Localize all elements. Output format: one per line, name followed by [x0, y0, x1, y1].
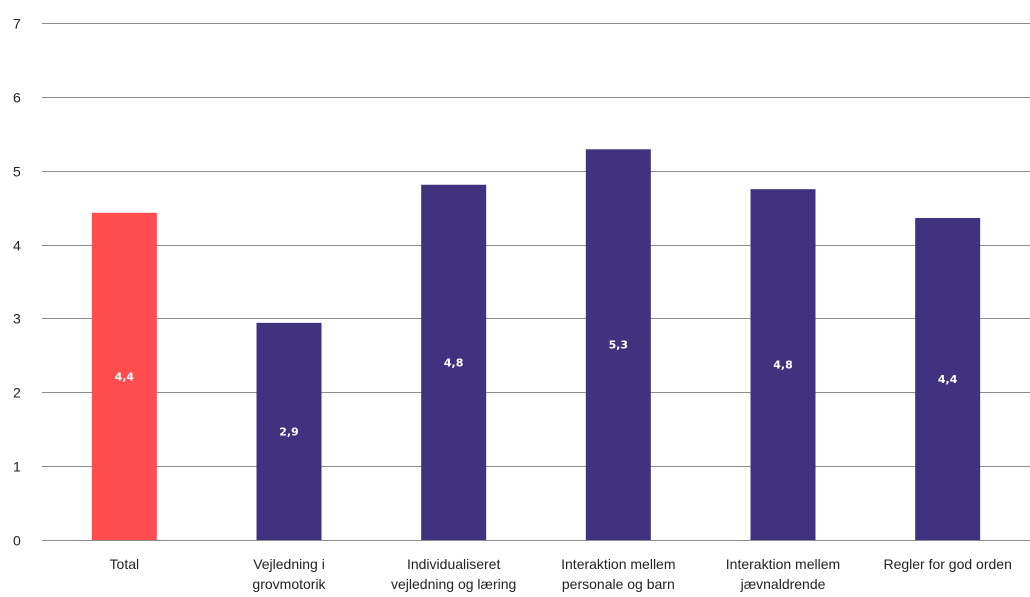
data-label: 4,8 — [444, 356, 464, 369]
x-category-label: Individualiseret vejledning og læring — [391, 556, 516, 592]
x-category-label-line: Regler for god orden — [883, 556, 1011, 572]
x-category-label-line: Interaktion mellem — [726, 556, 840, 572]
data-label: 4,4 — [115, 370, 135, 383]
y-tick-label: 5 — [13, 164, 21, 180]
bar — [585, 149, 651, 540]
bar — [750, 189, 816, 540]
x-category-label: Vejledning i grovmotorik — [252, 556, 326, 592]
data-label: 5,3 — [609, 339, 629, 352]
y-tick-label: 0 — [13, 533, 21, 549]
x-category-label-line: grovmotorik — [252, 576, 326, 592]
x-category-label-line: vejledning og læring — [391, 576, 516, 592]
gridlines — [42, 23, 1030, 541]
bars — [91, 149, 981, 541]
bar — [915, 217, 981, 541]
y-tick-label: 2 — [13, 385, 21, 401]
data-label: 2,9 — [279, 425, 299, 438]
x-category-label: Total — [110, 556, 140, 572]
data-labels: 4,4 2,9 4,8 5,3 4,8 4,4 — [115, 339, 958, 439]
data-label: 4,4 — [938, 373, 958, 386]
x-category-label: Interaktion mellem jævnaldrende — [726, 556, 840, 592]
data-label: 4,8 — [773, 359, 793, 372]
x-category-label-line: Interaktion mellem — [561, 556, 675, 572]
x-category-label-line: Vejledning i — [253, 556, 325, 572]
y-axis-tick-labels: 0 1 2 3 4 5 6 7 — [13, 16, 21, 549]
x-category-label: Interaktion mellem personale og barn — [561, 556, 675, 592]
bar — [91, 212, 157, 540]
y-tick-label: 3 — [13, 311, 21, 327]
y-tick-label: 7 — [13, 16, 21, 32]
y-tick-label: 6 — [13, 90, 21, 106]
x-category-label: Regler for god orden — [883, 556, 1011, 572]
y-tick-label: 1 — [13, 459, 21, 475]
x-category-label-line: Total — [110, 556, 140, 572]
x-category-label-line: jævnaldrende — [740, 576, 826, 592]
x-category-label-line: personale og barn — [562, 576, 675, 592]
x-category-label-line: Individualiseret — [407, 556, 500, 572]
bar — [421, 184, 487, 541]
bar — [256, 322, 322, 540]
x-axis-category-labels: Total Vejledning i grovmotorik Individualis… — [110, 556, 1012, 592]
y-tick-label: 4 — [13, 238, 21, 254]
